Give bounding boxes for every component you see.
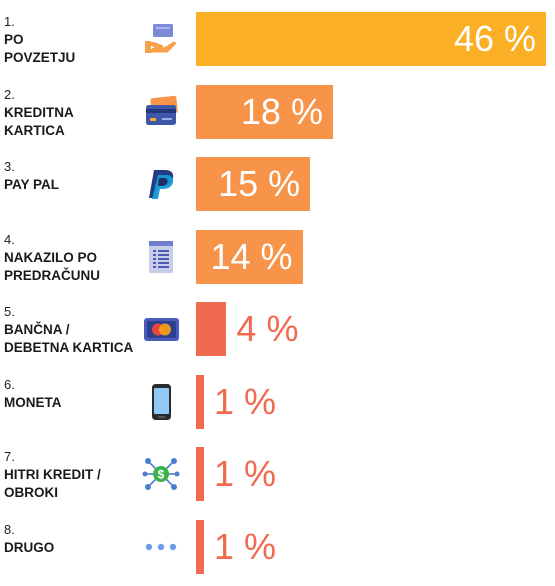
paypal-icon [142,165,180,203]
cash-hand-icon [142,20,180,58]
mobile-phone-icon [142,383,180,421]
invoice-icon [142,238,180,276]
more-dots-icon [142,528,180,566]
category-rank: 1. [4,14,15,29]
category-row: 1. PO POVZETJU 46 % [0,8,555,66]
bar-value-label: 1 % [214,453,277,494]
category-label-line: PAY PAL [4,177,60,192]
category-rank: 4. [4,232,15,247]
bar-value-label: 1 % [214,526,277,567]
category-label-line: KARTICA [4,123,65,138]
category-row: 3. PAY PAL 15 % [0,153,555,211]
category-label: KREDITNA KARTICA [4,104,136,140]
bar [196,302,227,356]
category-rank: 8. [4,522,15,537]
category-label: NAKAZILO PO PREDRAČUNU [4,249,136,285]
category-row: 7. HITRI KREDIT / OBROKI $1 % [0,443,555,501]
bar [196,230,303,284]
category-label-line: DEBETNA KARTICA [4,340,134,355]
category-label: PAY PAL [4,176,136,194]
category-rank: 2. [4,87,15,102]
category-row: 5. BANČNA / DEBETNA KARTICA 4 % [0,298,555,356]
credit-card-icon [142,93,180,131]
category-label-line: PREDRAČUNU [4,268,101,283]
category-label-line: DRUGO [4,540,55,555]
category-row: 2. KREDITNA KARTICA 18 % [0,81,555,139]
category-rank: 3. [4,159,15,174]
bar-value-label: 15 % [218,163,301,204]
category-rank: 6. [4,377,15,392]
quick-loan-icon: $ [142,455,180,493]
category-label: DRUGO [4,539,136,557]
category-label-line: POVZETJU [4,50,76,65]
debit-card-icon [142,310,180,348]
category-label-line: BANČNA / [4,322,70,337]
category-label-line: NAKAZILO PO [4,250,97,265]
bar [196,375,204,429]
category-label: BANČNA / DEBETNA KARTICA [4,321,136,357]
svg-text:$: $ [158,468,165,482]
category-row: 8. DRUGO 1 % [0,516,555,574]
bar-value-label: 46 % [453,18,536,59]
category-label: MONETA [4,394,136,412]
bar [196,157,311,211]
bar-value-label: 1 % [214,381,277,422]
category-row: 6. MONETA 1 % [0,371,555,429]
bar-value-label: 18 % [240,91,323,132]
bar [196,85,333,139]
category-label-line: KREDITNA [4,105,74,120]
category-row: 4. NAKAZILO PO PREDRAČUNU 14 % [0,226,555,284]
bar [196,12,546,66]
category-label: HITRI KREDIT / OBROKI [4,466,136,502]
category-label-line: HITRI KREDIT / [4,467,101,482]
category-label-line: OBROKI [4,485,58,500]
category-rank: 5. [4,304,15,319]
bar-value-label: 14 % [210,236,293,277]
bar [196,520,204,574]
category-rank: 7. [4,449,15,464]
category-label: PO POVZETJU [4,31,136,67]
category-label-line: PO [4,32,24,47]
bar [196,447,204,501]
category-label-line: MONETA [4,395,62,410]
bar-value-label: 4 % [236,308,299,349]
